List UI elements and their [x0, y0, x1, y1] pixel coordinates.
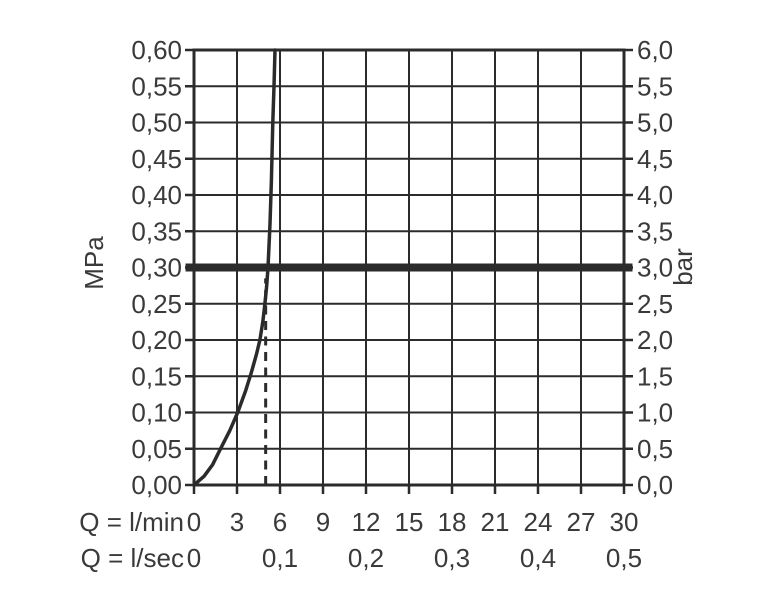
- y-left-tick-label: 0,15: [131, 361, 182, 391]
- y-right-tick-label: 4,0: [637, 180, 673, 210]
- y-axis-left-title: MPa: [79, 236, 109, 290]
- y-right-tick-label: 4,5: [637, 144, 673, 174]
- y-right-tick-label: 1,0: [637, 398, 673, 428]
- chart-marks: [185, 48, 633, 487]
- x-axis-primary-label: Q = l/min: [79, 507, 184, 537]
- x-secondary-tick-label: 0,3: [434, 543, 470, 573]
- x-primary-tick-label: 15: [395, 507, 424, 537]
- x-primary-tick-label: 6: [273, 507, 287, 537]
- x-secondary-tick-label: 0,4: [520, 543, 556, 573]
- pressure-flow-curve: [192, 48, 277, 487]
- y-left-tick-label: 0,10: [131, 398, 182, 428]
- x-primary-tick-label: 9: [316, 507, 330, 537]
- y-left-tick-label: 0,45: [131, 144, 182, 174]
- y-left-tick-label: 0,55: [131, 71, 182, 101]
- y-right-tick-label: 1,5: [637, 361, 673, 391]
- y-right-tick-label: 5,0: [637, 108, 673, 138]
- y-left-tick-label: 0,30: [131, 253, 182, 283]
- x-secondary-tick-label: 0,1: [262, 543, 298, 573]
- y-left-tick-label: 0,60: [131, 35, 182, 65]
- y-left-tick-label: 0,00: [131, 470, 182, 500]
- x-secondary-tick-label: 0: [187, 543, 201, 573]
- y-left-tick-label: 0,20: [131, 325, 182, 355]
- y-right-tick-label: 6,0: [637, 35, 673, 65]
- x-primary-tick-label: 27: [567, 507, 596, 537]
- y-right-tick-label: 5,5: [637, 71, 673, 101]
- x-primary-tick-label: 0: [187, 507, 201, 537]
- y-left-tick-label: 0,25: [131, 289, 182, 319]
- x-primary-tick-label: 18: [438, 507, 467, 537]
- x-secondary-tick-label: 0,2: [348, 543, 384, 573]
- y-left-tick-label: 0,35: [131, 216, 182, 246]
- y-right-tick-label: 3,0: [637, 253, 673, 283]
- y-left-tick-label: 0,40: [131, 180, 182, 210]
- y-left-tick-label: 0,50: [131, 108, 182, 138]
- y-left-tick-label: 0,05: [131, 434, 182, 464]
- x-secondary-tick-label: 0,5: [606, 543, 642, 573]
- x-primary-tick-label: 3: [230, 507, 244, 537]
- x-axis-secondary-label: Q = l/sec: [81, 543, 184, 573]
- tick-labels: 0,00 0,00,05 0,50,10 1,00,15 1,50,20 2,00,25 2…: [131, 35, 673, 573]
- y-right-tick-label: 0,0: [637, 470, 673, 500]
- y-axis-right-title: bar: [668, 248, 698, 286]
- y-right-tick-label: 2,5: [637, 289, 673, 319]
- x-primary-tick-label: 12: [352, 507, 381, 537]
- y-right-tick-label: 0,5: [637, 434, 673, 464]
- y-right-tick-label: 3,5: [637, 216, 673, 246]
- y-right-tick-label: 2,0: [637, 325, 673, 355]
- x-primary-tick-label: 30: [610, 507, 639, 537]
- x-primary-tick-label: 21: [481, 507, 510, 537]
- x-primary-tick-label: 24: [524, 507, 553, 537]
